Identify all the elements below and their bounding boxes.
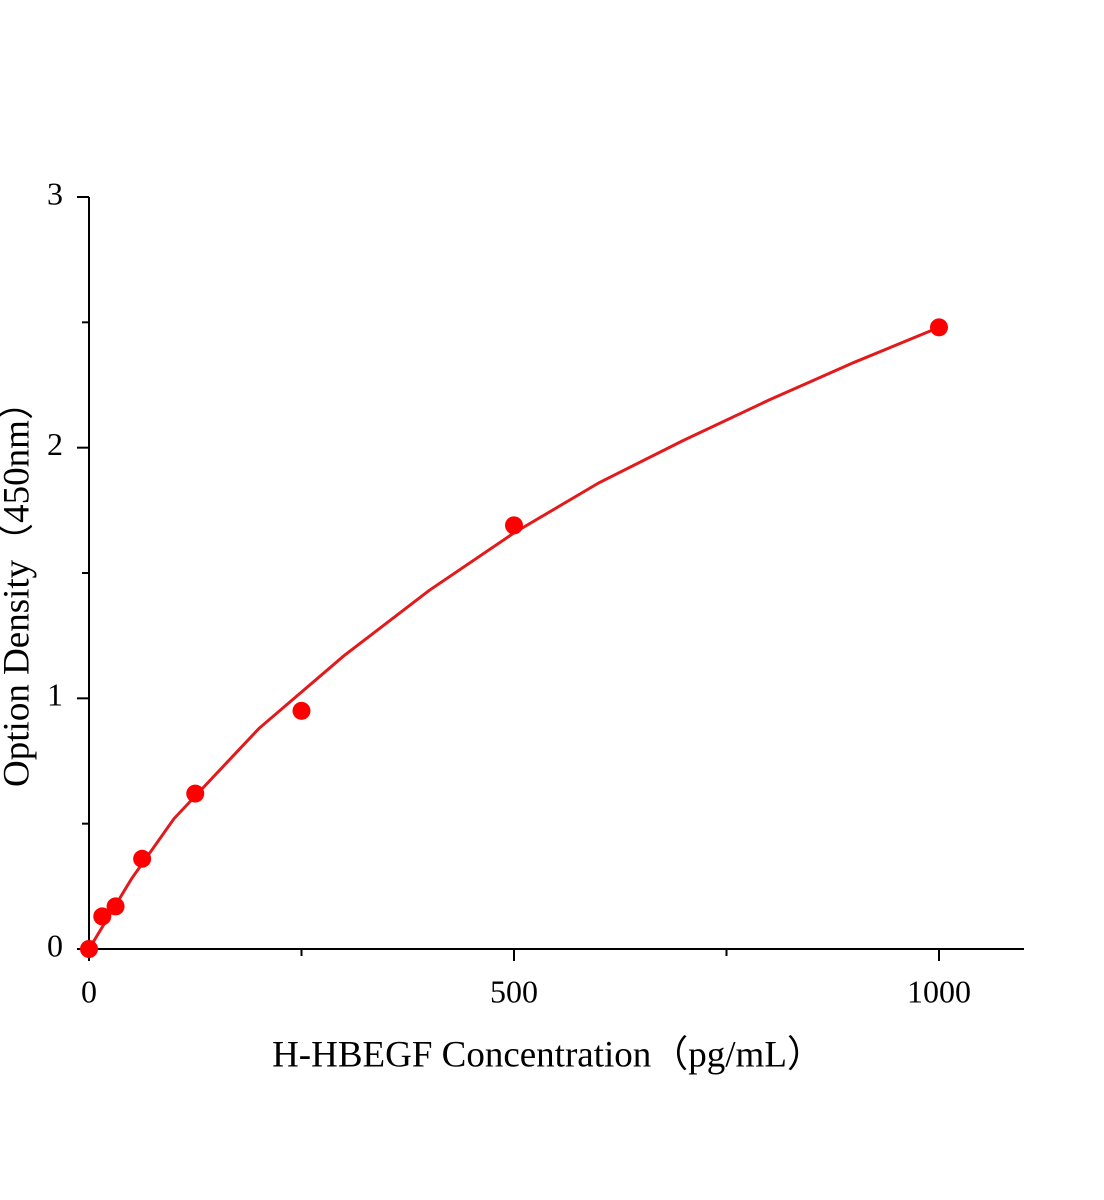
data-point: [505, 516, 523, 535]
x-tick-label: 1000: [907, 973, 971, 1009]
y-tick-label: 3: [47, 175, 63, 211]
data-point: [80, 940, 98, 958]
data-point: [292, 701, 311, 720]
fit-curve: [87, 325, 940, 950]
y-axis-label: Option Density（450nm）: [0, 383, 37, 787]
y-tick-label: 2: [47, 426, 63, 462]
y-tick-label: 1: [47, 677, 63, 713]
x-tick-label: 0: [81, 973, 97, 1009]
data-point: [186, 784, 205, 803]
x-tick-label: 500: [490, 973, 538, 1009]
y-tick-label: 0: [47, 927, 63, 963]
data-point: [133, 849, 152, 868]
data-point: [930, 318, 948, 337]
data-point: [106, 897, 125, 916]
x-axis-label: H-HBEGF Concentration（pg/mL）: [272, 1034, 824, 1075]
data-point: [93, 907, 112, 926]
